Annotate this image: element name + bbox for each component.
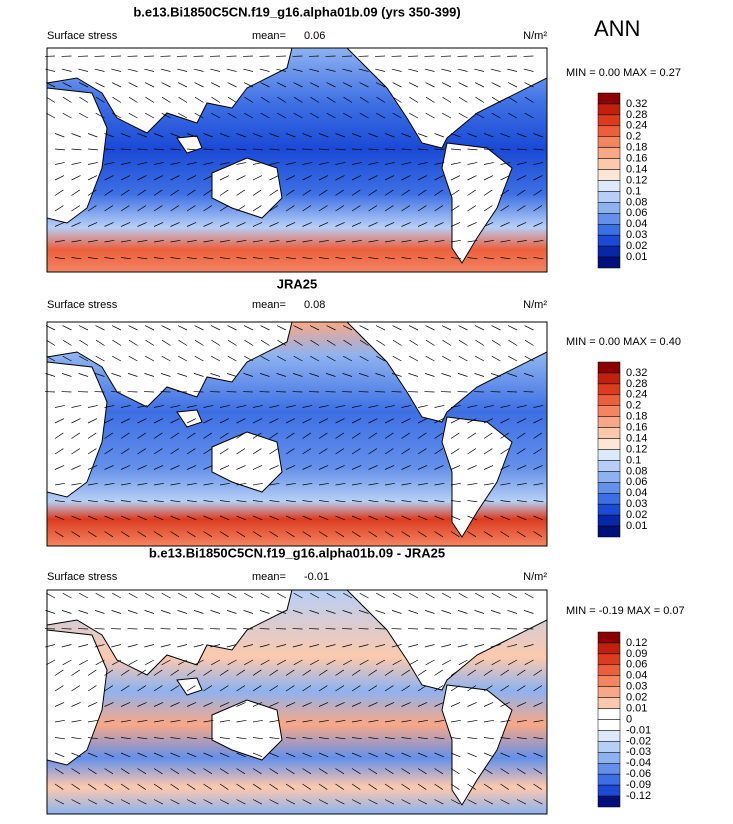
panels: b.e13.Bi1850C5CN.f19_g16.alpha01b.09 (yr… — [45, 4, 685, 814]
colorbar-box — [598, 93, 620, 104]
colorbar-box — [598, 170, 620, 181]
map — [45, 590, 547, 814]
colorbar-box — [598, 493, 620, 504]
colorbar-box — [598, 763, 620, 774]
mean-value: 0.08 — [304, 299, 325, 311]
colorbar-box — [598, 785, 620, 796]
colorbar-box — [598, 460, 620, 471]
colorbar-box — [598, 730, 620, 741]
colorbar-box — [598, 373, 620, 384]
colorbar-box — [598, 796, 620, 807]
mean-label: mean= — [252, 30, 286, 42]
colorbar-box — [598, 687, 620, 698]
colorbar-box — [598, 104, 620, 115]
colorbar-box — [598, 406, 620, 417]
colorbar-box — [598, 213, 620, 224]
colorbar-box — [598, 741, 620, 752]
colorbar-box — [598, 417, 620, 428]
season-label: ANN — [594, 16, 640, 41]
colorbar-box — [598, 159, 620, 170]
colorbar-box — [598, 224, 620, 235]
colorbar-box — [598, 181, 620, 192]
variable-label: Surface stress — [47, 571, 118, 583]
colorbar-box — [598, 439, 620, 450]
colorbar-box — [598, 676, 620, 687]
colorbar-box — [598, 235, 620, 246]
colorbar-box — [598, 471, 620, 482]
colorbar-label: 0.01 — [626, 251, 647, 263]
stats: MIN = 0.00 MAX = 0.40 — [566, 336, 681, 348]
map — [45, 322, 547, 546]
mean-label: mean= — [252, 571, 286, 583]
mean-value: 0.06 — [304, 30, 325, 42]
units: N/m² — [523, 30, 547, 42]
colorbar-box — [598, 246, 620, 257]
units: N/m² — [523, 571, 547, 583]
variable-label: Surface stress — [47, 299, 118, 311]
colorbar-box — [598, 665, 620, 676]
colorbar-box — [598, 115, 620, 126]
colorbar-label: 0.01 — [626, 520, 647, 532]
colorbar-box — [598, 720, 620, 731]
colorbar-box — [598, 148, 620, 159]
colorbar-box — [598, 482, 620, 493]
colorbar-box — [598, 137, 620, 148]
colorbar-box — [598, 504, 620, 515]
stats: MIN = -0.19 MAX = 0.07 — [566, 605, 685, 617]
colorbar-box — [598, 126, 620, 137]
colorbar-label: -0.12 — [626, 790, 651, 802]
colorbar-box — [598, 752, 620, 763]
colorbar-box — [598, 515, 620, 526]
colorbar-box — [598, 709, 620, 720]
colorbar-box — [598, 395, 620, 406]
colorbar-box — [598, 428, 620, 439]
colorbar-box — [598, 362, 620, 373]
colorbar-box — [598, 191, 620, 202]
colorbar-box — [598, 450, 620, 461]
stats: MIN = 0.00 MAX = 0.27 — [566, 67, 681, 79]
panel-title: JRA25 — [277, 276, 317, 291]
variable-label: Surface stress — [47, 30, 118, 42]
colorbar-box — [598, 257, 620, 268]
colorbar-box — [598, 698, 620, 709]
colorbar-box — [598, 202, 620, 213]
map — [45, 48, 547, 272]
colorbar-box — [598, 384, 620, 395]
mean-label: mean= — [252, 299, 286, 311]
colorbar-box — [598, 774, 620, 785]
colorbar-box — [598, 632, 620, 643]
panel-title: b.e13.Bi1850C5CN.f19_g16.alpha01b.09 (yr… — [133, 4, 460, 19]
units: N/m² — [523, 299, 547, 311]
mean-value: -0.01 — [304, 571, 329, 583]
colorbar-box — [598, 526, 620, 537]
colorbar-box — [598, 643, 620, 654]
colorbar-box — [598, 654, 620, 665]
panel-title: b.e13.Bi1850C5CN.f19_g16.alpha01b.09 - J… — [149, 545, 445, 560]
